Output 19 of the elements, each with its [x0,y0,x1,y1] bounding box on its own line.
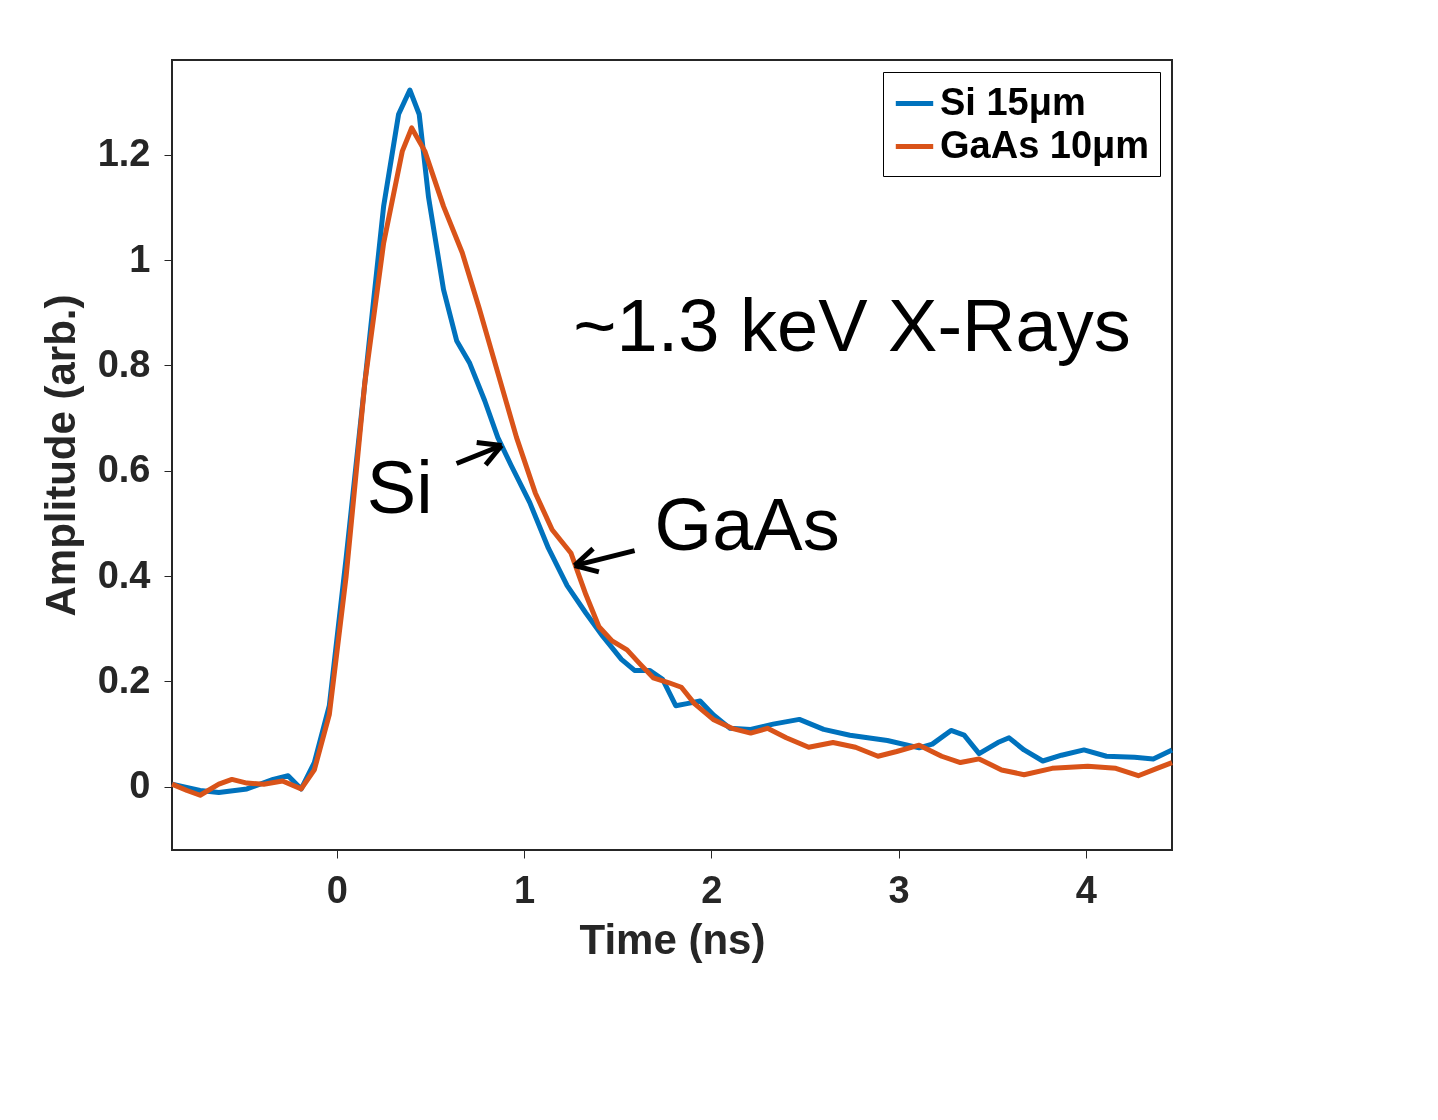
y-tick-label: 1.2 [97,132,151,175]
y-axis-title: Amplitude (arb.) [36,294,84,617]
x-tick-label: 2 [701,868,723,911]
annotation: Si [366,445,433,529]
y-tick-label: 0.8 [97,342,151,385]
legend-label: Si 15μm [940,80,1086,123]
x-tick-label: 3 [888,868,910,911]
y-tick-label: 0 [129,764,151,807]
x-tick-label: 0 [326,868,348,911]
legend-label: GaAs 10μm [940,123,1150,166]
y-tick-label: 0.4 [97,553,151,596]
y-tick-label: 0.6 [97,448,151,491]
x-tick-label: 4 [1075,868,1097,911]
annotation: ~1.3 keV X-Rays [573,283,1131,367]
x-axis-title: Time (ns) [579,915,766,963]
y-tick-label: 1 [129,237,151,280]
y-tick-label: 0.2 [97,658,151,701]
x-tick-label: 1 [513,868,536,911]
annotation: GaAs [654,483,840,567]
